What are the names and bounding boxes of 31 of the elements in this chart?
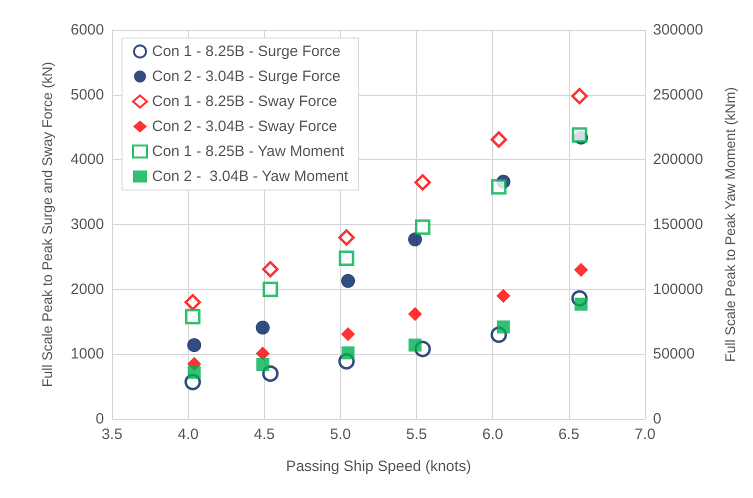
y-tick-label: 5000 xyxy=(70,86,104,104)
y-tick-label: 2000 xyxy=(70,280,104,298)
y-tick-label: 4000 xyxy=(70,151,104,168)
legend-label: Con 2 - 3.04B - Yaw Moment xyxy=(152,168,350,185)
y-tick-label: 1000 xyxy=(70,346,104,363)
y2-tick-label: 200000 xyxy=(653,151,704,168)
x-tick-label: 6.0 xyxy=(482,426,504,443)
x-tick-label: 3.5 xyxy=(102,426,122,443)
x-tick-label: 5.0 xyxy=(330,426,351,443)
y-tick-label: 6000 xyxy=(70,22,104,38)
legend-label: Con 2 - 3.04B - Surge Force xyxy=(152,68,340,85)
y2-tick-label: 150000 xyxy=(653,216,704,233)
y2-tick-label: 50000 xyxy=(653,346,695,363)
y2-tick-label: 100000 xyxy=(653,280,704,298)
y-axis-title: Full Scale Peak to Peak Surge and Sway Force (kN) xyxy=(39,62,55,388)
x-tick-label: 5.5 xyxy=(406,426,427,443)
legend-label: Con 1 - 8.25B - Yaw Moment xyxy=(152,143,345,160)
y2-tick-label: 250000 xyxy=(653,86,704,104)
x-tick-label: 6.5 xyxy=(558,426,580,443)
y-tick-label: 3000 xyxy=(70,216,104,233)
x-tick-label: 7.0 xyxy=(634,426,656,443)
y2-axis-title: Full Scale Peak to Peak Yaw Moment (kNm) xyxy=(722,87,738,362)
x-tick-label: 4.5 xyxy=(254,426,275,443)
y2-tick-label: 300000 xyxy=(653,22,704,38)
legend-label: Con 2 - 3.04B - Sway Force xyxy=(152,118,338,135)
x-tick-label: 4.0 xyxy=(178,426,199,443)
legend-label: Con 1 - 8.25B - Surge Force xyxy=(152,43,340,60)
y-tick-label: 0 xyxy=(96,410,104,428)
legend-label: Con 1 - 8.25B - Sway Force xyxy=(152,93,338,110)
y2-tick-label: 0 xyxy=(653,410,662,428)
x-axis-title: Passing Ship Speed (knots) xyxy=(286,458,472,475)
